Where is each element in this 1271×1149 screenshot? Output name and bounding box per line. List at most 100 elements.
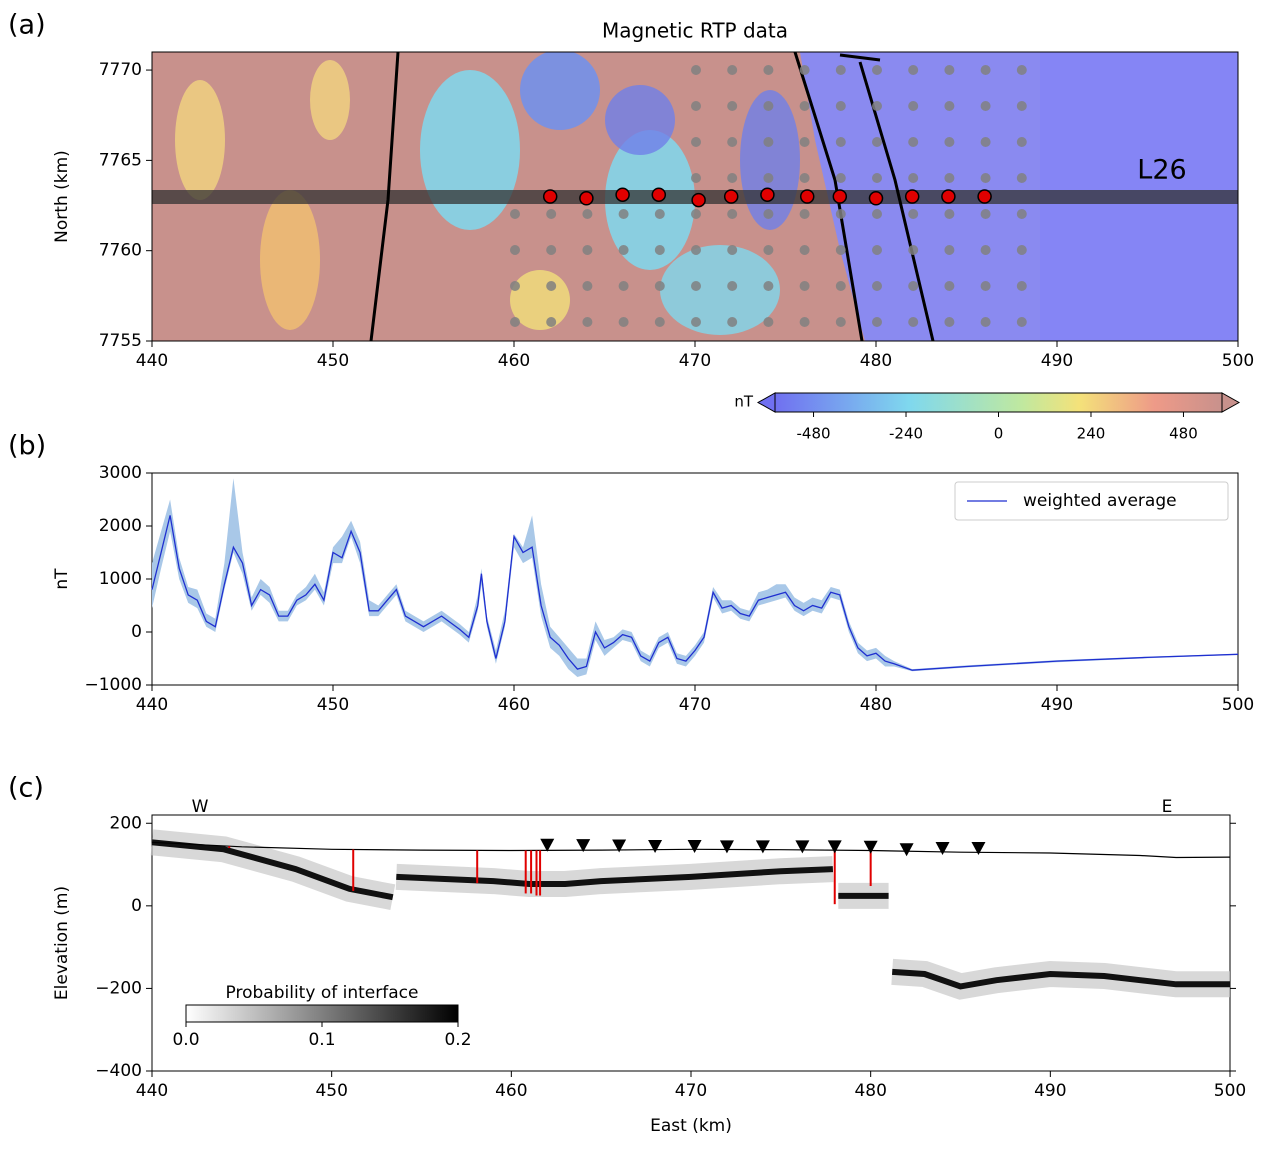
survey-point (691, 317, 701, 327)
colorbar-tick-label: 480 (1169, 425, 1198, 443)
survey-point (908, 137, 919, 147)
survey-point (546, 245, 557, 255)
x-tick-label: 450 (317, 695, 349, 715)
survey-point (691, 281, 701, 291)
x-tick-label: 500 (1222, 695, 1254, 715)
survey-point (835, 101, 846, 111)
survey-point (908, 65, 919, 75)
survey-point-selected (691, 192, 706, 208)
survey-point (510, 209, 520, 219)
survey-point (510, 281, 520, 291)
station-marker (827, 840, 842, 854)
survey-point (727, 65, 738, 75)
station-marker (755, 840, 770, 854)
survey-point (654, 317, 665, 327)
survey-point (1016, 173, 1027, 183)
x-tick-label: 480 (860, 695, 892, 715)
survey-point (582, 209, 593, 219)
survey-point (799, 65, 810, 75)
y-tick-label: 3000 (99, 463, 142, 483)
y-tick-label: 7765 (99, 150, 142, 170)
survey-point-selected (868, 191, 884, 206)
survey-point (654, 209, 665, 219)
survey-point (980, 281, 991, 291)
survey-point (908, 173, 919, 183)
x-tick-label: 460 (498, 695, 530, 715)
survey-point (691, 137, 701, 147)
survey-point (872, 281, 882, 291)
survey-point (872, 101, 882, 111)
panel-label: (a) (8, 10, 46, 41)
survey-point (944, 173, 955, 183)
y-tick-label: 7755 (99, 331, 142, 351)
survey-point (654, 281, 665, 291)
series-line (151, 515, 1239, 671)
survey-point (835, 281, 846, 291)
y-tick-label: −200 (95, 978, 142, 998)
survey-point (799, 101, 810, 111)
survey-point (546, 281, 557, 291)
survey-point (980, 209, 991, 219)
west-label: W (192, 797, 209, 817)
survey-point (908, 101, 919, 111)
survey-point (835, 245, 846, 255)
survey-point-selected (760, 187, 775, 202)
station-marker (971, 842, 986, 856)
survey-point (546, 317, 557, 327)
survey-point (980, 245, 991, 255)
interface-line (151, 839, 1230, 990)
colorbar-high-extension (1221, 392, 1241, 413)
survey-point-selected (615, 187, 630, 202)
survey-point-selected (579, 191, 594, 206)
survey-point (980, 173, 991, 183)
survey-point (1016, 137, 1027, 147)
station-marker (863, 840, 878, 854)
survey-point (872, 209, 882, 219)
survey-point (763, 101, 774, 111)
survey-point (763, 281, 774, 291)
survey-point (763, 317, 774, 327)
survey-point (727, 317, 738, 327)
survey-point (944, 101, 955, 111)
station-marker (540, 838, 555, 852)
survey-point (799, 245, 810, 255)
x-tick-label: 460 (495, 1081, 527, 1101)
east-label: E (1162, 797, 1173, 817)
legend-box (954, 481, 1229, 521)
survey-point (835, 317, 846, 327)
x-tick-label: 460 (498, 351, 530, 371)
y-tick-label: −400 (95, 1061, 142, 1081)
survey-point-selected (832, 189, 848, 204)
survey-point (618, 245, 629, 255)
y-tick-label: 2000 (99, 516, 142, 536)
survey-point (510, 317, 520, 327)
survey-point (727, 281, 738, 291)
survey-point (618, 281, 629, 291)
survey-point-selected (904, 189, 920, 204)
survey-point (1016, 65, 1027, 75)
plot-frame (151, 814, 1231, 1072)
survey-point (1016, 245, 1027, 255)
survey-point (1016, 281, 1027, 291)
survey-point (944, 245, 955, 255)
survey-point (872, 137, 882, 147)
colorbar-label: Probability of interface (226, 983, 419, 1003)
survey-point (691, 209, 701, 219)
survey-point (691, 245, 701, 255)
survey-point (763, 209, 774, 219)
chart-title: Magnetic RTP data (602, 19, 788, 43)
topography (151, 841, 1231, 859)
survey-point (835, 173, 846, 183)
survey-point (835, 209, 846, 219)
survey-point-selected (542, 189, 558, 204)
y-tick-label: 1000 (99, 569, 142, 589)
survey-point (944, 137, 955, 147)
survey-point (727, 173, 738, 183)
panel-label: (c) (8, 773, 44, 804)
survey-point (872, 245, 882, 255)
y-axis-label: North (km) (52, 150, 72, 243)
x-tick-label: 470 (675, 1081, 707, 1101)
y-tick-label: 0 (131, 896, 142, 916)
x-tick-label: 440 (136, 695, 168, 715)
survey-point (944, 209, 955, 219)
